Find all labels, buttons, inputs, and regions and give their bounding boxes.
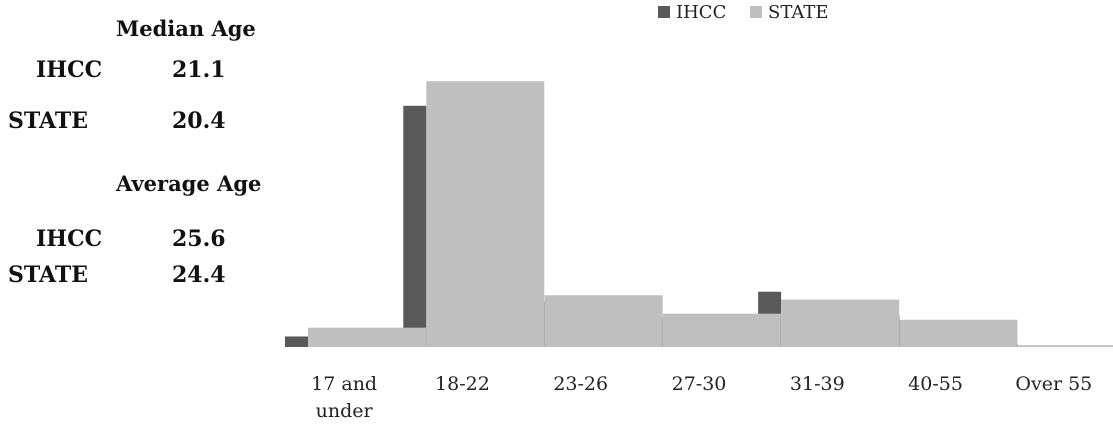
bar-state-0	[308, 327, 426, 347]
bar-ihcc-0	[285, 336, 308, 347]
average-age-heading: Average Age	[116, 171, 262, 196]
legend-swatch-state	[750, 6, 762, 18]
age-stats-panel: Median Age IHCC 21.1 STATE 20.4 Average …	[0, 0, 270, 429]
legend-label-ihcc: IHCC	[676, 2, 726, 23]
x-tick-label-0: 17 and	[311, 373, 377, 395]
bar-state-2	[544, 295, 663, 347]
average-ihcc-label: IHCC	[36, 226, 103, 252]
median-ihcc-value: 21.1	[172, 57, 226, 83]
x-tick-label-2: 23-26	[553, 373, 608, 395]
bar-state-1	[426, 81, 545, 348]
average-ihcc-value: 25.6	[172, 226, 226, 252]
average-state-label: STATE	[8, 262, 89, 288]
median-ihcc-label: IHCC	[36, 57, 103, 83]
x-tick-label-1: 18-22	[435, 373, 490, 395]
x-tick-label-5: 40-55	[908, 373, 963, 395]
x-tick-label-3: 27-30	[672, 373, 727, 395]
bar-state-5	[899, 319, 1018, 347]
average-state-value: 24.4	[172, 262, 226, 288]
bar-state-3	[662, 313, 781, 347]
bar-state-4	[781, 299, 900, 347]
median-state-label: STATE	[8, 108, 89, 134]
legend-swatch-ihcc	[658, 6, 670, 18]
bar-ihcc-1	[403, 105, 427, 348]
bar-state-6	[1017, 345, 1113, 347]
x-tick-label-0-line1: under	[316, 400, 374, 422]
x-tick-label-4: 31-39	[790, 373, 845, 395]
legend-label-state: STATE	[768, 2, 829, 23]
median-age-heading: Median Age	[116, 16, 256, 41]
x-tick-label-6: Over 55	[1015, 373, 1092, 395]
median-state-value: 20.4	[172, 108, 226, 134]
